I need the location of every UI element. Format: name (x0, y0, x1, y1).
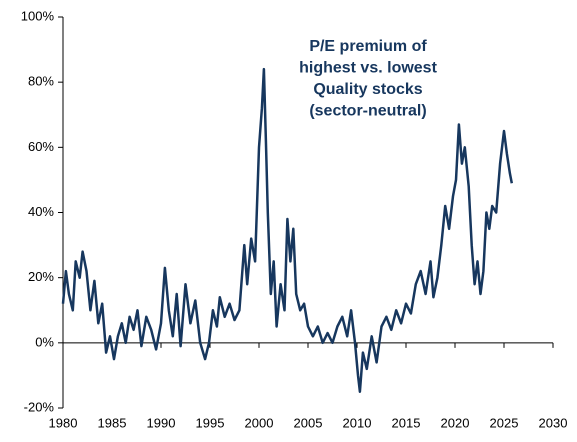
y-tick-label: 0% (35, 334, 54, 349)
y-tick-label: 100% (21, 8, 55, 23)
x-tick-label: 1990 (147, 415, 176, 430)
chart-title: Quality stocks (313, 81, 422, 98)
x-tick-label: 1985 (98, 415, 127, 430)
x-tick-label: 2020 (441, 415, 470, 430)
x-tick-label: 2010 (343, 415, 372, 430)
y-tick-label: 20% (28, 269, 54, 284)
y-tick-label: 60% (28, 139, 54, 154)
chart-title: (sector-neutral) (309, 103, 426, 120)
x-tick-label: 2000 (245, 415, 274, 430)
chart-title: P/E premium of (309, 38, 427, 55)
x-tick-label: 2005 (294, 415, 323, 430)
data-line (61, 67, 514, 393)
x-tick-label: 2025 (490, 415, 519, 430)
y-tick-label: 80% (28, 74, 54, 89)
x-tick-label: 1995 (196, 415, 225, 430)
y-tick-label: -20% (24, 399, 55, 414)
x-tick-label: 2015 (392, 415, 421, 430)
x-tick-label: 1980 (49, 415, 78, 430)
chart-title: highest vs. lowest (299, 60, 437, 77)
y-tick-label: 40% (28, 204, 54, 219)
x-tick-label: 2030 (539, 415, 568, 430)
